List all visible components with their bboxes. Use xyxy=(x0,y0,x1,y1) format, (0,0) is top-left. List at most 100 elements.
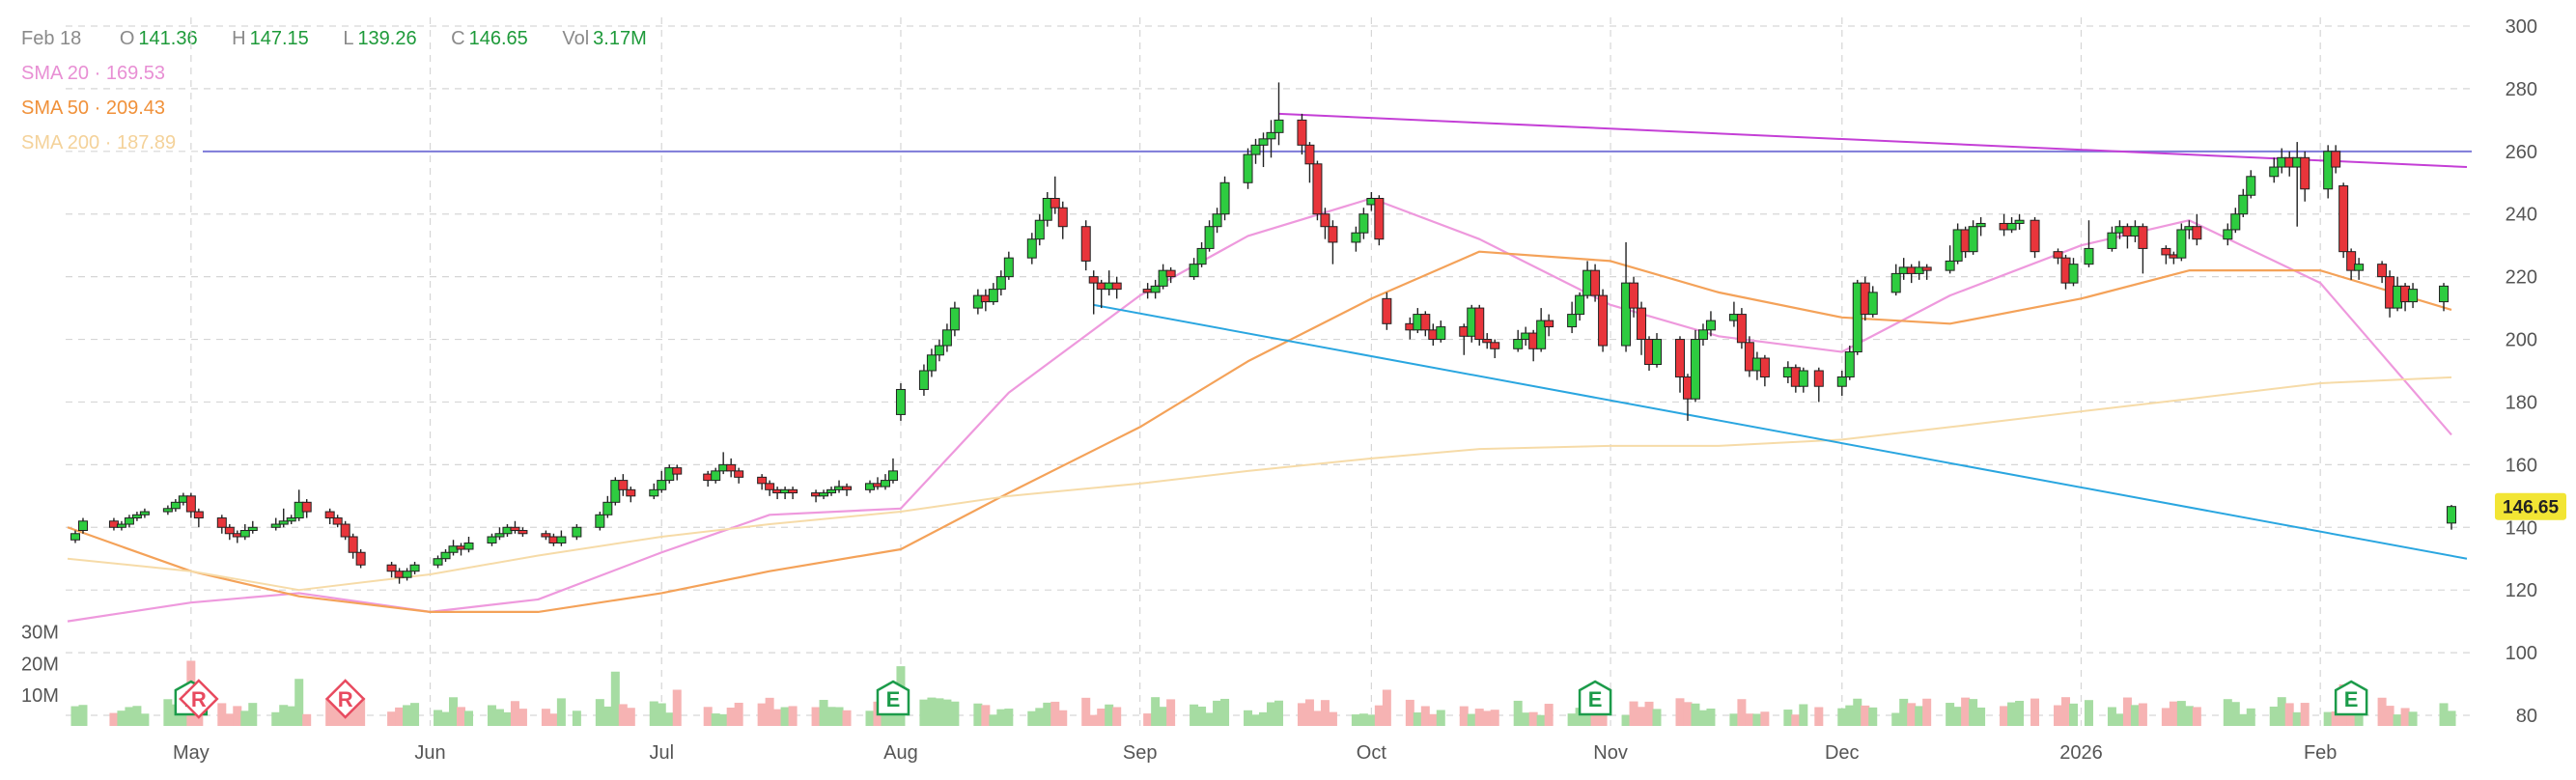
candle-body xyxy=(1320,213,1330,228)
candle-body xyxy=(788,488,798,494)
volume-bar xyxy=(1567,713,1577,726)
volume-bar xyxy=(510,701,519,726)
candle-body xyxy=(602,501,613,515)
sma50-sep: · xyxy=(94,98,101,119)
candle-body xyxy=(1328,226,1338,243)
volume-bar xyxy=(2061,697,2071,726)
volume-bar xyxy=(1482,710,1492,726)
volume-tick-label: 30M xyxy=(21,623,59,644)
volume-bar xyxy=(2284,703,2294,726)
candle-body xyxy=(1798,370,1808,387)
volume-bar xyxy=(2300,703,2310,726)
candle-body xyxy=(1590,269,1601,296)
candle-body xyxy=(170,501,181,510)
volume-bar xyxy=(1220,698,1230,726)
time-tick-label: 2026 xyxy=(2059,742,2103,764)
volume-bar xyxy=(109,712,119,726)
candle-body xyxy=(1852,282,1862,353)
volume-bar xyxy=(1043,702,1052,726)
volume-bar xyxy=(403,705,412,726)
volume-bar xyxy=(1837,708,1847,726)
volume-bar xyxy=(1891,712,1901,726)
volume-bar xyxy=(1729,713,1739,726)
legend-date: Feb 18 xyxy=(21,28,82,49)
event-label: R xyxy=(338,687,353,711)
volume-bar xyxy=(1428,713,1438,726)
support-line xyxy=(1093,303,2468,560)
candle-body xyxy=(941,329,952,347)
volume-bar xyxy=(618,704,628,726)
candle-body xyxy=(672,467,683,475)
volume-bar xyxy=(819,700,828,726)
volume-bar xyxy=(1382,689,1391,726)
candle-body xyxy=(1297,119,1307,146)
volume-bar xyxy=(1297,703,1306,726)
candlesticks[interactable] xyxy=(70,82,2457,584)
candle-body xyxy=(1158,269,1168,287)
candle-body xyxy=(887,470,898,482)
volume-bar xyxy=(572,710,581,726)
volume-bar xyxy=(711,713,720,726)
volume-bar xyxy=(1853,698,1862,726)
volume-bar xyxy=(626,708,635,726)
candle-body xyxy=(2447,506,2457,524)
candle-body xyxy=(1274,119,1284,133)
event-markers[interactable]: ERREEE xyxy=(174,679,2368,719)
candle-body xyxy=(1629,282,1639,309)
candle-body xyxy=(1266,131,1276,140)
volume-bar xyxy=(2084,700,2093,726)
volume-bar xyxy=(2138,703,2147,726)
volume-bar xyxy=(434,710,443,726)
volume-bar xyxy=(2184,706,2194,726)
candle-body xyxy=(765,483,775,490)
volume-bar xyxy=(2192,707,2201,726)
event-label: E xyxy=(1588,687,1603,711)
candle-body xyxy=(193,511,204,519)
candle-body xyxy=(239,530,250,538)
legend-sma200[interactable]: SMA 200 · 187.89 xyxy=(21,125,676,160)
volume-bar xyxy=(1536,714,1546,726)
candle-body xyxy=(949,307,960,331)
volume-bar xyxy=(387,711,397,726)
volume-bar xyxy=(1190,704,1199,726)
price-axis: 80 100 120 140 160 180 200 220 240 260 280 300 xyxy=(2506,16,2537,727)
candle-body xyxy=(734,470,744,478)
earnings-marker xyxy=(876,680,910,716)
candle-body xyxy=(1204,226,1215,249)
volume-bar xyxy=(1814,707,1824,726)
volume-bar xyxy=(919,699,929,726)
candle-body xyxy=(1420,314,1431,331)
candle-body xyxy=(124,517,134,525)
sma-line xyxy=(67,376,2452,592)
legend-sma50[interactable]: SMA 50 · 209.43 xyxy=(21,91,676,125)
volume-bar xyxy=(287,706,296,726)
volume-bar xyxy=(1328,711,1337,726)
volume-bar xyxy=(2107,707,2116,726)
ohlc-row: Feb 18 O 141.36 H 147.15 L 139.26 C 146.65 V… xyxy=(21,21,676,56)
volume-bar xyxy=(672,689,682,726)
volume-bar xyxy=(1799,704,1808,726)
price-tick-label: 300 xyxy=(2506,16,2537,38)
legend-sma20[interactable]: SMA 20 · 169.53 xyxy=(21,56,676,91)
volume-bar xyxy=(2130,705,2140,726)
candle-body xyxy=(595,514,605,528)
candle-body xyxy=(1544,320,1554,328)
candle-body xyxy=(2346,251,2357,271)
volume-bar xyxy=(1868,707,1878,726)
volume-bar xyxy=(502,711,512,726)
volume-bar xyxy=(1420,706,1430,726)
candle-body xyxy=(1975,222,1986,228)
candle-body xyxy=(1436,326,1446,341)
candle-body xyxy=(2006,222,2017,231)
volume-bar xyxy=(765,697,774,726)
candle-body xyxy=(216,517,227,528)
volume-label: Vol xyxy=(562,28,590,49)
candle-body xyxy=(2161,247,2171,256)
volume-bar xyxy=(657,703,666,726)
sma-line xyxy=(67,250,2452,614)
volume-bar xyxy=(1490,710,1499,726)
sma20-sep: · xyxy=(94,63,101,84)
volume-bar xyxy=(1320,700,1330,726)
candle-body xyxy=(2323,151,2334,190)
